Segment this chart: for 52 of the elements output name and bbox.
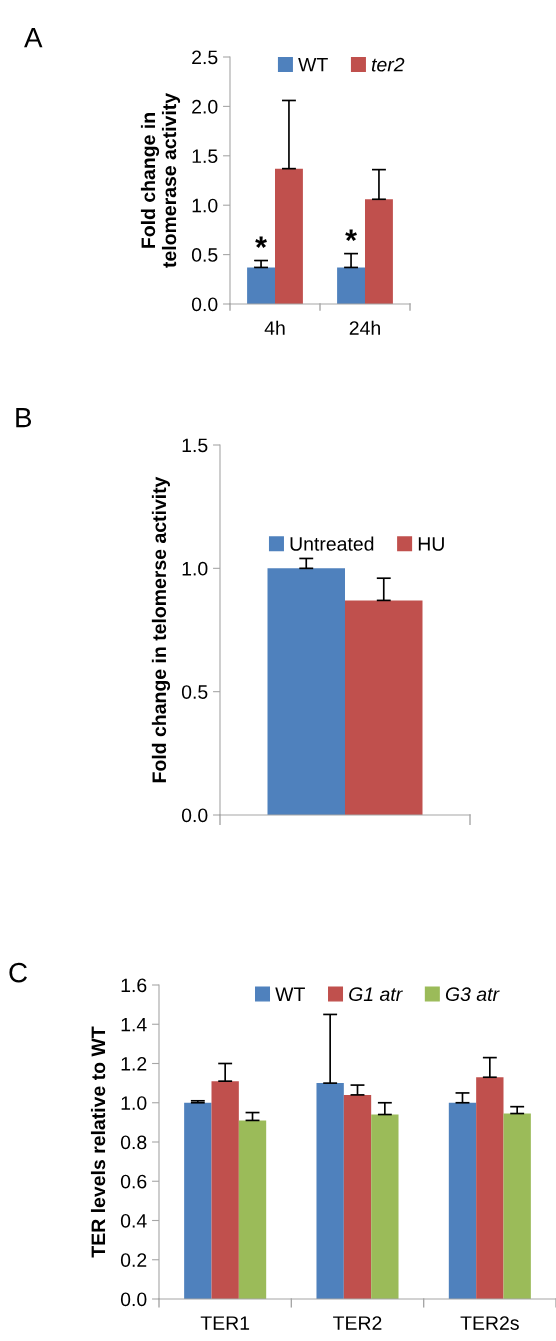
bar	[365, 199, 393, 304]
legend-label: ter2	[371, 57, 405, 72]
bar	[503, 1113, 531, 1299]
legend-label: Untreated	[290, 536, 374, 551]
bar	[316, 1083, 344, 1299]
y-tick-label: 1.2	[121, 1056, 147, 1071]
y-tick-label: 0.0	[191, 297, 218, 312]
bar	[275, 168, 303, 304]
annotation: *	[345, 229, 357, 241]
x-tick-label: TER1	[200, 1316, 250, 1330]
y-tick-label: 1.6	[121, 978, 147, 993]
y-tick-label: 0.5	[191, 248, 218, 262]
y-axis-title: Fold change in telomerase activity	[140, 93, 181, 268]
y-tick-label: 1.0	[182, 561, 208, 576]
y-tick-label: 2.0	[192, 99, 218, 114]
y-tick-label: 1.0	[192, 198, 218, 213]
legend-label: WT	[275, 987, 305, 1001]
x-tick-label: 4h	[264, 320, 285, 335]
x-tick-label: 24h	[349, 320, 380, 335]
annotation: *	[255, 236, 267, 248]
chart-title: A	[24, 28, 43, 48]
legend-label: WT	[298, 57, 328, 72]
y-tick-label: 1.0	[121, 1096, 147, 1110]
y-tick-label: 1.5	[182, 438, 208, 453]
bar	[343, 1094, 372, 1299]
bar	[337, 267, 365, 304]
y-tick-label: 0.5	[181, 685, 208, 699]
x-tick-label: TER2s	[460, 1316, 519, 1330]
bar	[211, 1081, 239, 1299]
y-axis-title: TER levels relative to WT	[90, 1026, 106, 1258]
bar	[476, 1077, 504, 1299]
chart-title: B	[16, 408, 32, 428]
bar	[184, 1102, 212, 1299]
bar	[247, 267, 275, 304]
y-tick-label: 0.0	[120, 1292, 147, 1307]
y-tick-label: 0.0	[181, 808, 208, 823]
y-tick-label: 0.8	[120, 1135, 147, 1150]
legend-label: HU	[418, 537, 444, 551]
chart-title: C	[9, 962, 27, 983]
y-tick-label: 1.5	[192, 149, 218, 164]
y-tick-label: 0.6	[120, 1174, 147, 1189]
bar	[448, 1102, 477, 1299]
x-tick-label: TER2	[333, 1316, 382, 1330]
legend-label: G3 atr	[445, 987, 500, 1002]
y-tick-label: 0.2	[120, 1253, 147, 1267]
legend-label: G1 atr	[349, 987, 403, 1002]
y-tick-label: 2.5	[192, 50, 218, 65]
y-tick-label: 1.4	[121, 1017, 147, 1032]
bar	[238, 1120, 267, 1299]
y-axis-title: Fold change in telomerse activity	[151, 476, 171, 783]
y-tick-label: 0.4	[120, 1213, 147, 1228]
bar	[371, 1114, 399, 1299]
